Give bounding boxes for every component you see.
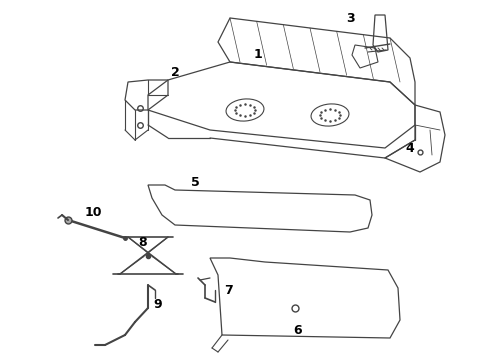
Text: 7: 7	[223, 284, 232, 297]
Text: 3: 3	[345, 12, 354, 24]
Text: 4: 4	[406, 141, 415, 154]
Text: 6: 6	[294, 324, 302, 337]
Text: 9: 9	[154, 298, 162, 311]
Text: 5: 5	[191, 175, 199, 189]
Text: 8: 8	[139, 235, 147, 248]
Text: 10: 10	[84, 207, 102, 220]
Text: 1: 1	[254, 49, 262, 62]
Text: 2: 2	[171, 66, 179, 78]
